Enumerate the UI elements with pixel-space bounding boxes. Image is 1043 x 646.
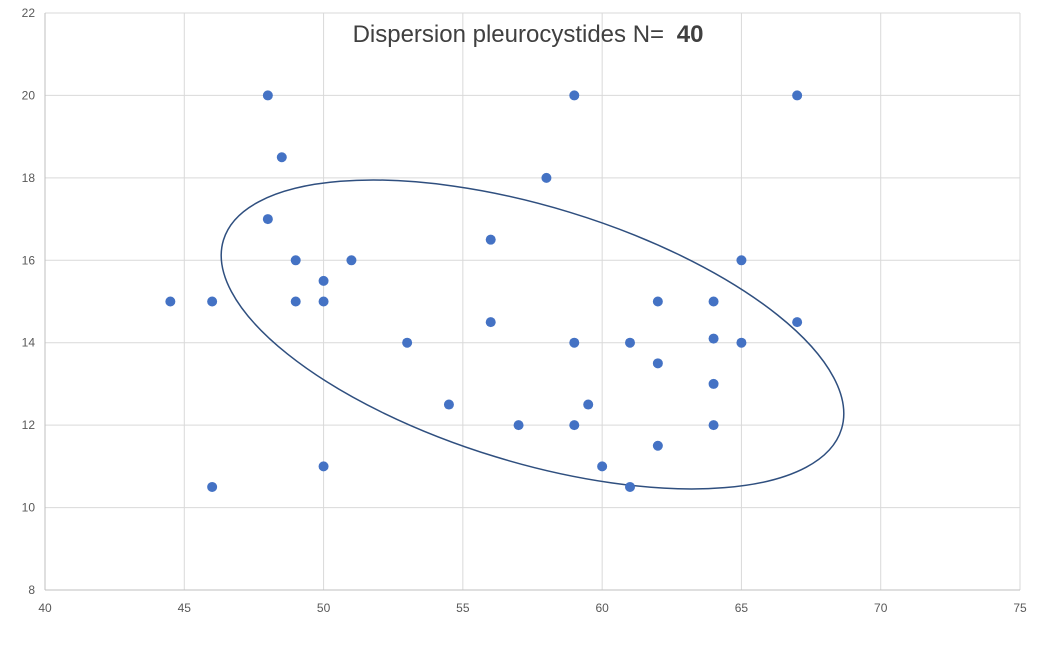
data-point-28 [652,440,663,451]
data-point-5 [262,214,273,225]
y-tick-label-14: 14 [22,336,36,350]
data-point-7 [290,255,301,266]
highlight-ellipse [220,179,845,490]
y-tick-label-8: 8 [28,583,35,597]
x-tick-label-45: 45 [178,601,192,615]
data-point-30 [708,333,719,344]
data-point-16 [485,317,496,328]
x-tick-label-40: 40 [38,601,52,615]
x-tick-label-55: 55 [456,601,470,615]
data-point-19 [569,90,580,101]
data-point-33 [736,255,747,266]
data-point-25 [625,481,635,492]
points-layer [165,90,803,492]
y-tick-label-20: 20 [22,88,36,102]
axes [44,13,1020,591]
data-point-27 [652,358,663,369]
chart-title-text: Dispersion pleurocystides N= [353,21,664,48]
ellipse-layer [220,179,845,490]
y-tick-label-22: 22 [22,6,36,20]
data-point-34 [736,337,747,348]
x-tick-label-70: 70 [874,601,888,615]
data-point-11 [318,461,329,472]
x-tick-label-75: 75 [1013,601,1027,615]
data-point-14 [443,399,454,410]
data-point-12 [346,255,357,266]
gridlines [44,12,1021,591]
data-point-20 [569,337,580,348]
y-tick-label-18: 18 [22,171,36,185]
x-tick-label-65: 65 [735,601,749,615]
data-point-17 [513,420,524,431]
data-point-24 [625,337,635,348]
chart-title-count: 40 [677,21,704,48]
data-point-32 [708,420,719,431]
data-point-1 [165,296,176,307]
x-tick-label-50: 50 [317,601,331,615]
chart-title: Dispersion pleurocystides N= 40 [353,21,704,48]
y-tick-label-10: 10 [22,501,36,515]
data-point-6 [276,152,287,163]
data-point-18 [541,172,552,183]
data-point-15 [485,234,496,245]
data-point-8 [290,296,301,307]
data-point-35 [792,90,803,101]
y-tick-label-16: 16 [22,253,36,267]
data-point-36 [792,317,803,328]
data-point-22 [583,399,594,410]
data-point-13 [402,337,413,348]
data-point-23 [597,461,608,472]
data-point-9 [318,275,329,286]
data-point-2 [207,296,218,307]
data-point-31 [708,378,719,389]
data-point-10 [318,296,329,307]
y-tick-label-12: 12 [22,418,36,432]
x-tick-label-60: 60 [595,601,609,615]
data-point-4 [262,90,273,101]
data-point-26 [652,296,663,307]
data-point-21 [569,420,580,431]
tick-labels: 40 45 50 55 60 65 70 75 8 10 12 14 16 18 20 22 [22,6,1027,615]
data-point-29 [708,296,719,307]
data-point-3 [207,481,218,492]
